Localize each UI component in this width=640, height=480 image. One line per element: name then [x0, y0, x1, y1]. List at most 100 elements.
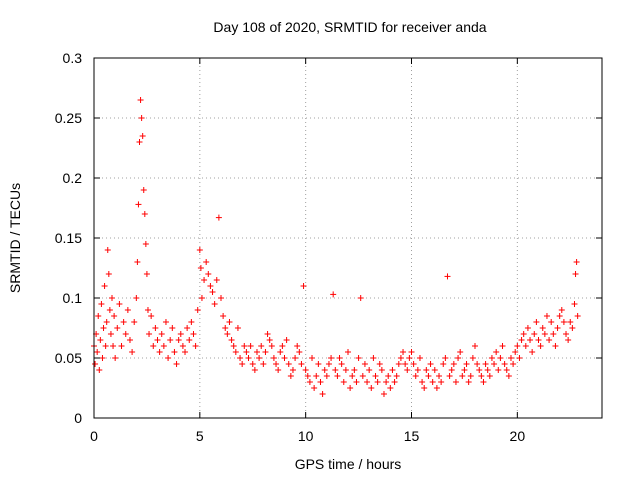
data-point	[268, 343, 275, 349]
data-point	[213, 277, 220, 283]
data-point	[190, 331, 197, 337]
chart-title: Day 108 of 2020, SRMTID for receiver and…	[213, 19, 486, 35]
data-point	[507, 355, 514, 361]
data-point	[186, 337, 193, 343]
data-point	[421, 385, 428, 391]
data-point	[122, 331, 129, 337]
data-point	[457, 349, 464, 355]
data-point	[450, 361, 457, 367]
data-point	[141, 211, 148, 217]
data-point	[112, 355, 119, 361]
data-point	[357, 295, 364, 301]
data-point	[476, 367, 483, 373]
data-point	[550, 331, 557, 337]
data-point	[205, 271, 212, 277]
data-point	[264, 331, 271, 337]
data-point	[230, 343, 237, 349]
data-point	[349, 373, 356, 379]
data-point	[389, 367, 396, 373]
data-point	[505, 373, 512, 379]
data-point	[503, 367, 510, 373]
data-point	[455, 355, 462, 361]
data-point	[306, 379, 313, 385]
data-point	[177, 331, 184, 337]
data-point	[478, 373, 485, 379]
data-point	[554, 325, 561, 331]
data-point	[387, 385, 394, 391]
data-point	[522, 343, 529, 349]
data-point	[402, 361, 409, 367]
data-point	[355, 355, 362, 361]
data-point	[493, 349, 500, 355]
data-point	[152, 325, 159, 331]
data-point	[133, 295, 140, 301]
data-point	[330, 291, 337, 298]
data-point	[129, 349, 136, 355]
data-point	[218, 295, 224, 301]
data-point	[571, 301, 578, 307]
data-point	[486, 373, 493, 379]
data-point	[376, 361, 383, 367]
data-point	[393, 373, 400, 379]
data-point	[325, 361, 332, 367]
data-point	[131, 319, 138, 325]
data-point	[436, 373, 443, 379]
data-point	[520, 331, 527, 337]
data-point	[315, 361, 322, 367]
data-point	[184, 325, 191, 331]
data-point	[285, 361, 292, 367]
data-point	[169, 325, 176, 331]
data-point	[139, 133, 146, 139]
data-point	[142, 241, 149, 247]
data-point	[148, 313, 155, 319]
data-point	[137, 97, 144, 103]
data-point	[116, 301, 123, 307]
data-point	[323, 373, 330, 379]
data-point	[114, 325, 121, 331]
y-axis-ticks: 0 0.05 0.1 0.15 0.2 0.25 0.3	[55, 50, 602, 426]
data-points	[91, 97, 581, 397]
data-point	[104, 247, 111, 253]
data-point	[194, 307, 201, 313]
data-point	[245, 355, 252, 361]
y-tick-label: 0.3	[63, 50, 83, 66]
data-point	[110, 343, 117, 349]
data-point	[144, 307, 151, 313]
data-point	[241, 343, 248, 349]
data-point	[359, 373, 366, 379]
data-point	[313, 373, 320, 379]
y-tick-label: 0.25	[55, 110, 82, 126]
data-point	[431, 367, 438, 373]
data-point	[203, 259, 210, 265]
data-point	[463, 361, 470, 367]
data-point	[499, 343, 506, 349]
x-axis-label: GPS time / hours	[295, 456, 402, 472]
data-point	[258, 343, 265, 349]
data-point	[209, 289, 216, 295]
x-tick-label: 5	[196, 428, 204, 444]
data-point	[446, 373, 453, 379]
data-point	[488, 355, 495, 361]
data-point	[179, 343, 186, 349]
x-axis-ticks: 0 5 10 15 20	[90, 58, 525, 444]
data-point	[378, 367, 385, 373]
data-point	[368, 385, 375, 391]
data-point	[292, 355, 299, 361]
data-point	[165, 355, 172, 361]
data-point	[300, 283, 307, 289]
data-point	[253, 349, 260, 355]
data-point	[146, 331, 153, 337]
data-point	[281, 355, 288, 361]
data-point	[552, 343, 559, 349]
data-point	[423, 367, 430, 373]
data-point	[427, 361, 434, 367]
data-point	[480, 379, 487, 385]
data-point	[270, 355, 277, 361]
data-point	[361, 361, 368, 367]
data-point	[249, 361, 256, 367]
data-point	[98, 301, 105, 307]
data-point	[154, 337, 161, 343]
data-point	[304, 373, 311, 379]
data-point	[537, 343, 544, 349]
data-point	[340, 379, 347, 385]
